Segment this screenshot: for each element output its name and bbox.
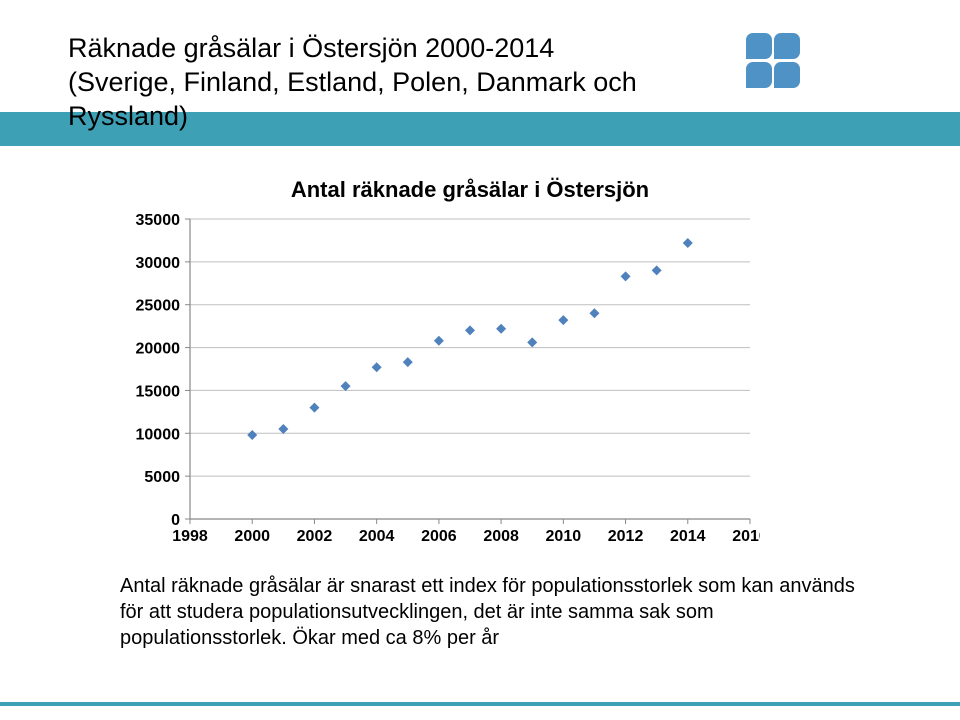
brand-text: Naturhistoriska riksmuseet xyxy=(813,43,920,80)
svg-text:15000: 15000 xyxy=(136,384,181,401)
footer-accent-bar xyxy=(0,702,960,706)
brand-logo: Naturhistoriska riksmuseet xyxy=(745,32,924,90)
chart-caption: Antal räknade gråsälar är snarast ett in… xyxy=(120,573,860,651)
page-title: Räknade gråsälar i Östersjön 2000-2014 xyxy=(68,32,745,66)
svg-text:35000: 35000 xyxy=(136,213,181,229)
svg-text:2004: 2004 xyxy=(359,528,395,545)
svg-text:2000: 2000 xyxy=(234,528,270,545)
scatter-chart: 0 5000 10000 15000 20000 25000 30000 35000 1998 2… xyxy=(120,213,760,553)
svg-text:2012: 2012 xyxy=(608,528,644,545)
svg-text:20000: 20000 xyxy=(136,341,181,358)
svg-text:2006: 2006 xyxy=(421,528,457,545)
header: Räknade gråsälar i Östersjön 2000-2014 (… xyxy=(0,0,960,133)
svg-text:0: 0 xyxy=(171,512,180,529)
svg-text:5000: 5000 xyxy=(144,469,180,486)
svg-text:2002: 2002 xyxy=(297,528,333,545)
svg-text:2010: 2010 xyxy=(546,528,582,545)
brand-line2: riksmuseet xyxy=(813,61,920,79)
chart-container: Antal räknade gråsälar i Östersjön 0 5000… xyxy=(120,177,820,553)
brand-icon xyxy=(745,32,803,90)
svg-text:1998: 1998 xyxy=(172,528,208,545)
svg-text:2008: 2008 xyxy=(483,528,519,545)
svg-text:2016: 2016 xyxy=(732,528,760,545)
brand-line1: Naturhistoriska xyxy=(813,43,920,61)
svg-text:30000: 30000 xyxy=(136,255,181,272)
title-block: Räknade gråsälar i Östersjön 2000-2014 (… xyxy=(68,32,745,133)
svg-text:2014: 2014 xyxy=(670,528,706,545)
svg-text:25000: 25000 xyxy=(136,298,181,315)
page-subtitle: (Sverige, Finland, Estland, Polen, Danma… xyxy=(68,66,745,134)
svg-text:10000: 10000 xyxy=(136,427,181,444)
chart-title: Antal räknade gråsälar i Östersjön xyxy=(120,177,820,203)
